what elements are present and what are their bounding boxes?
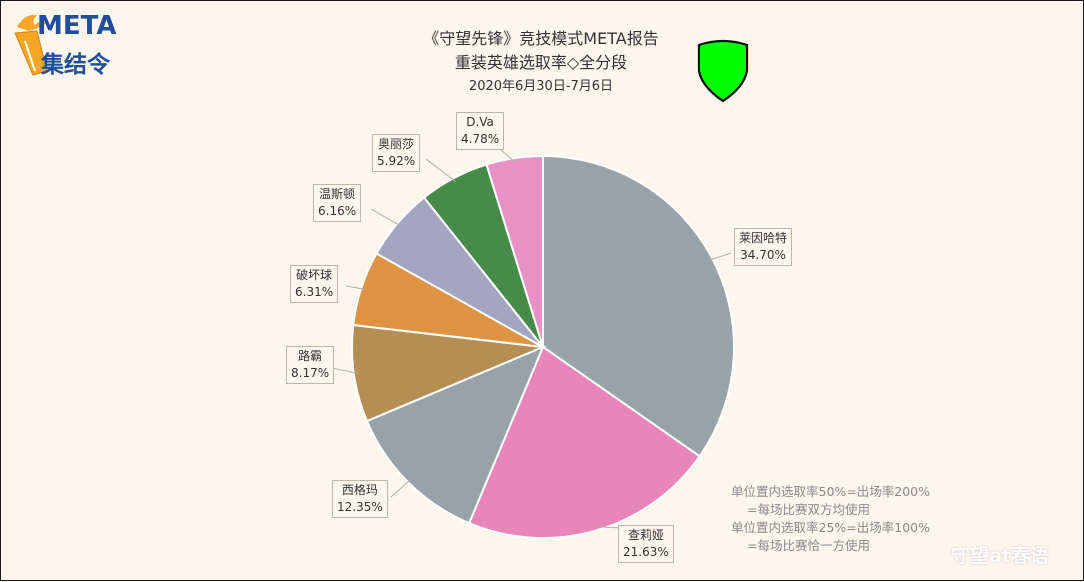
note-line: =每场比赛恰一方使用 <box>747 538 870 553</box>
slice-label: 奥丽莎 5.92% <box>372 134 421 172</box>
slice-label: 西格玛 12.35% <box>332 480 388 518</box>
slice-label-value: 5.92% <box>377 154 416 168</box>
slice-label-name: 西格玛 <box>341 483 378 497</box>
chart-title: 《守望先锋》竞技模式META报告 <box>423 29 659 48</box>
slice-label-value: 6.31% <box>295 285 334 299</box>
chart-date-range: 2020年6月30日-7月6日 <box>468 79 614 94</box>
torch-icon <box>14 14 48 76</box>
slice-label-name: 莱因哈特 <box>739 231 788 245</box>
logo-text-meta: META <box>37 11 117 41</box>
slice-label: D.Va 4.78% <box>456 112 505 150</box>
leader-line <box>425 158 456 183</box>
slice-label-value: 8.17% <box>291 366 330 380</box>
slice-label-name: 路霸 <box>298 349 323 363</box>
tank-role-shield-icon <box>697 39 749 103</box>
slice-label-value: 21.63% <box>623 545 669 559</box>
slice-label-name: 温斯顿 <box>319 187 356 201</box>
leader-line <box>345 285 366 290</box>
slice-label-name: 破坏球 <box>296 268 333 282</box>
slice-label-value: 4.78% <box>461 132 500 146</box>
chart-subtitle: 重装英雄选取率◇全分段 <box>454 53 628 72</box>
slice-label: 莱因哈特 34.70% <box>734 228 793 266</box>
note-line: 单位置内选取率25%=出场率100% <box>731 520 930 535</box>
leader-line <box>390 478 412 498</box>
slice-label: 路霸 8.17% <box>286 346 335 384</box>
slice-label: 查莉娅 21.63% <box>618 525 674 563</box>
watermark: 守望at春语 <box>951 545 1049 567</box>
chart-titles: 《守望先锋》竞技模式META报告 重装英雄选取率◇全分段 2020年6月30日-… <box>341 27 741 97</box>
pie-slice <box>485 154 544 348</box>
pie-slice <box>542 154 735 458</box>
slice-label: 温斯顿 6.16% <box>313 184 362 222</box>
slice-label-value: 34.70% <box>740 248 786 262</box>
pie-slice <box>467 345 702 539</box>
leader-line <box>708 252 732 261</box>
pie-slice <box>351 323 547 423</box>
note-line: 单位置内选取率50%=出场率200% <box>731 484 930 499</box>
slice-label-name: 查莉娅 <box>627 528 664 542</box>
slice-label-value: 6.16% <box>318 204 357 218</box>
slice-label-name: D.Va <box>466 115 494 129</box>
slice-label-value: 12.35% <box>337 500 383 514</box>
leader-line <box>370 208 401 227</box>
note-line: =每场比赛双方均使用 <box>747 502 870 517</box>
pick-rate-notes: 单位置内选取率50%=出场率200% =每场比赛双方均使用 单位置内选取率25%… <box>731 483 930 555</box>
slice-label-name: 奥丽莎 <box>378 137 415 151</box>
slice-label: 破坏球 6.31% <box>290 265 339 303</box>
meta-logo: META 集结令 <box>13 11 123 91</box>
logo-text-sub: 集结令 <box>41 52 110 78</box>
